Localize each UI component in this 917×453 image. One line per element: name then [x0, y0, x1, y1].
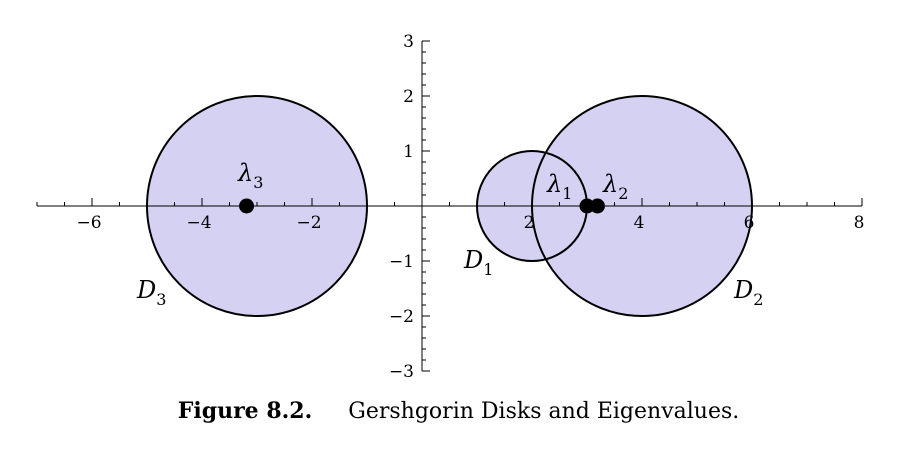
y-tick-label: 3 — [403, 32, 414, 52]
x-tick-label: −2 — [296, 213, 321, 233]
y-tick-label: −3 — [389, 362, 414, 382]
y-tick-label: 2 — [403, 87, 414, 107]
caption-text: Gershgorin Disks and Eigenvalues. — [348, 399, 740, 424]
caption-number: Figure 8.2. — [177, 398, 313, 424]
y-tick-label: −2 — [389, 307, 414, 327]
figure-caption: Figure 8.2. Gershgorin Disks and Eigenval… — [0, 398, 917, 424]
disk-label-2: D2 — [733, 276, 763, 309]
eigenvalue-label-2: λ2 — [602, 170, 628, 203]
x-tick-label: 8 — [854, 213, 865, 233]
x-tick-label: 6 — [744, 213, 755, 233]
disk-label-3: D3 — [136, 276, 166, 309]
x-tick-label: −6 — [76, 213, 101, 233]
eigenvalue-label-1: λ1 — [546, 170, 572, 203]
eigenvalue-point-3 — [239, 198, 255, 214]
x-tick-label: −4 — [186, 213, 211, 233]
y-tick-label: 1 — [403, 142, 414, 162]
x-tick-label: 4 — [634, 213, 645, 233]
x-tick-label: 2 — [524, 213, 535, 233]
axes-layer: −6 −4 −2 2 4 6 8 −3 −2 −1 1 2 3 — [36, 32, 865, 382]
eigenvalue-point-1 — [579, 198, 595, 214]
eigenvalue-point-2 — [589, 198, 605, 214]
labels-layer: λ1 λ2 λ3 D1 D2 D3 — [136, 159, 763, 309]
eigenvalue-points-layer — [239, 198, 605, 214]
y-tick-label: −1 — [389, 252, 414, 272]
disk-label-1: D1 — [463, 246, 493, 279]
eigenvalue-label-3: λ3 — [237, 159, 263, 192]
